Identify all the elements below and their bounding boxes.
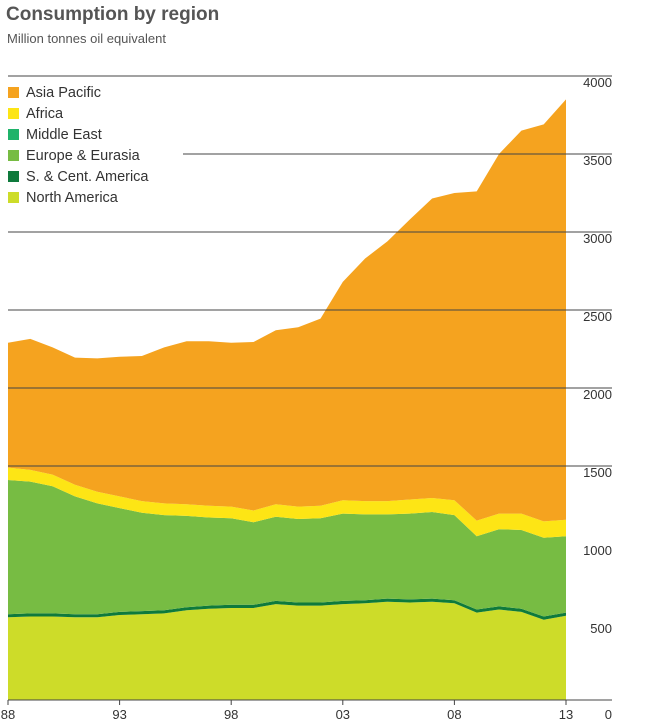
legend-swatch — [8, 171, 19, 182]
y-tick-label: 0 — [605, 707, 612, 720]
y-tick-label: 500 — [590, 621, 612, 636]
x-tick-label: 03 — [336, 707, 350, 720]
y-tick-label: 4000 — [583, 75, 612, 90]
legend-swatch — [8, 108, 19, 119]
area-asia-pacific — [8, 99, 566, 522]
chart-title: Consumption by region — [6, 4, 220, 25]
legend-item: Asia Pacific — [8, 82, 149, 103]
x-tick-label: 93 — [112, 707, 126, 720]
legend-item: Africa — [8, 103, 149, 124]
area-europe-eurasia — [8, 480, 566, 617]
x-tick-label: 13 — [559, 707, 573, 720]
area-africa — [8, 467, 566, 538]
legend-label: Africa — [26, 105, 64, 122]
legend-item: Europe & Eurasia — [8, 145, 149, 166]
legend-swatch — [8, 150, 19, 161]
legend-label: Europe & Eurasia — [26, 147, 140, 164]
legend-swatch — [8, 129, 19, 140]
y-tick-label: 2500 — [583, 309, 612, 324]
legend-label: North America — [26, 189, 118, 206]
x-tick-label: 08 — [447, 707, 461, 720]
x-tick-label: 98 — [224, 707, 238, 720]
legend-label: S. & Cent. America — [26, 168, 149, 185]
area-s-cent-america — [8, 598, 566, 620]
y-tick-label: 3000 — [583, 231, 612, 246]
legend-item: S. & Cent. America — [8, 166, 149, 187]
chart-legend: Asia Pacific Africa Middle East Europe & Eu… — [8, 82, 149, 208]
y-tick-label: 1500 — [583, 465, 612, 480]
legend-swatch — [8, 192, 19, 203]
chart-subtitle: Million tonnes oil equivalent — [7, 31, 166, 46]
legend-item: North America — [8, 187, 149, 208]
legend-label: Middle East — [26, 126, 102, 143]
y-tick-label: 1000 — [583, 543, 612, 558]
y-tick-label: 3500 — [583, 153, 612, 168]
legend-label: Asia Pacific — [26, 84, 101, 101]
legend-swatch — [8, 87, 19, 98]
area-north-america — [8, 601, 566, 700]
x-tick-label: 88 — [1, 707, 15, 720]
legend-item: Middle East — [8, 124, 149, 145]
y-tick-label: 2000 — [583, 387, 612, 402]
